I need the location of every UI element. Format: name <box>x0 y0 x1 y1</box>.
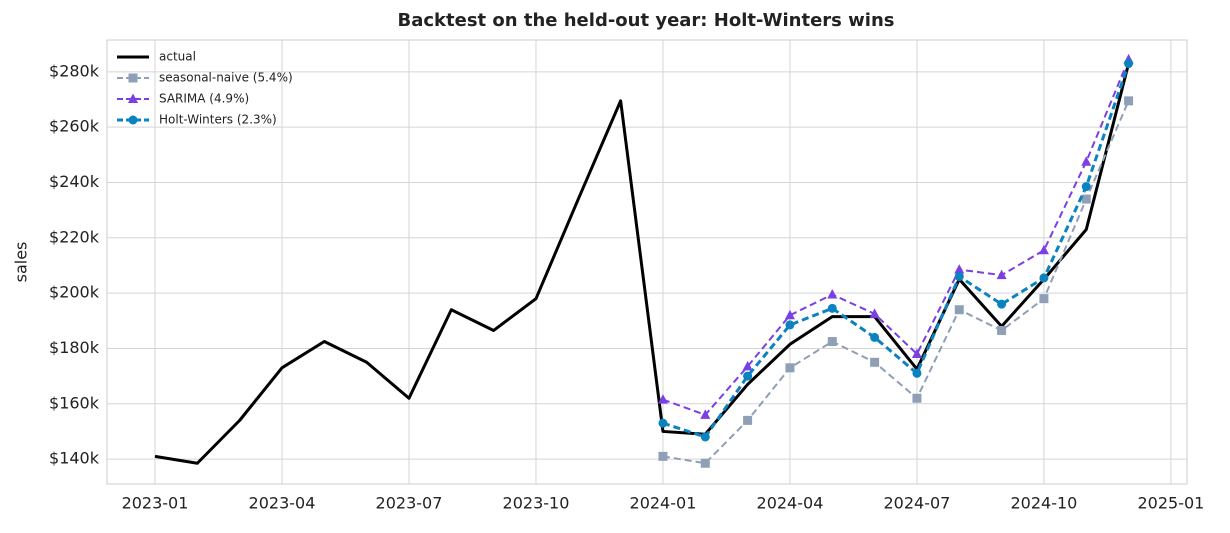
marker <box>1081 156 1092 166</box>
marker <box>869 308 880 318</box>
y-tick-label: $140k <box>49 449 100 468</box>
marker <box>700 409 711 419</box>
x-tick-label: 2024-07 <box>884 494 951 513</box>
marker <box>700 432 710 442</box>
series-line <box>662 100 1130 465</box>
x-tick-label: 2025-01 <box>1137 494 1204 513</box>
marker <box>912 368 922 378</box>
x-tick-label: 2023-10 <box>503 494 570 513</box>
marker <box>912 393 922 403</box>
marker <box>658 418 668 428</box>
marker <box>954 272 964 282</box>
legend-label: Holt-Winters (2.3%) <box>159 113 277 127</box>
marker <box>997 299 1007 309</box>
y-tick-label: $200k <box>49 283 100 302</box>
y-tick-label: $260k <box>49 117 100 136</box>
marker <box>1039 294 1049 304</box>
marker <box>784 309 795 320</box>
marker <box>700 458 710 468</box>
marker <box>870 357 880 367</box>
chart-title: Backtest on the held-out year: Holt-Wint… <box>398 10 895 31</box>
x-tick-label: 2024-10 <box>1011 494 1078 513</box>
plot-area <box>106 39 1188 485</box>
marker <box>128 115 138 125</box>
marker <box>743 415 753 425</box>
series-line <box>154 63 1131 465</box>
x-tick-label: 2024-04 <box>757 494 824 513</box>
marker <box>128 73 138 83</box>
marker <box>742 360 753 371</box>
marker <box>1039 273 1049 283</box>
y-tick-label: $280k <box>49 61 100 80</box>
y-tick-label: $240k <box>49 172 100 191</box>
marker <box>1081 182 1091 192</box>
x-tick-label: 2023-07 <box>376 494 443 513</box>
marker <box>954 264 965 274</box>
y-tick-label: $180k <box>49 338 100 357</box>
marker <box>911 348 922 358</box>
marker <box>870 332 880 342</box>
marker <box>785 363 795 373</box>
marker <box>997 325 1007 335</box>
x-tick-label: 2024-01 <box>630 494 697 513</box>
marker <box>1124 96 1134 106</box>
marker <box>827 303 837 313</box>
series-line <box>662 58 1130 416</box>
legend-label: actual <box>159 50 196 64</box>
marker <box>1124 59 1134 69</box>
marker <box>785 320 795 330</box>
marker <box>658 451 668 461</box>
y-tick-label: $220k <box>49 227 100 246</box>
marker <box>996 269 1007 280</box>
y-tick-label: $160k <box>49 393 100 412</box>
x-tick-label: 2023-01 <box>122 494 189 513</box>
marker <box>128 93 138 103</box>
legend-label: seasonal-naive (5.4%) <box>159 71 293 85</box>
x-tick-label: 2023-04 <box>249 494 316 513</box>
series-line <box>662 63 1131 439</box>
marker <box>1038 244 1049 255</box>
marker <box>657 394 668 404</box>
marker <box>827 289 838 299</box>
marker <box>827 337 837 347</box>
marker <box>743 371 753 381</box>
y-axis-label: sales <box>12 242 31 283</box>
legend-label: SARIMA (4.9%) <box>159 92 249 106</box>
marker <box>1081 194 1091 204</box>
marker <box>954 305 964 315</box>
